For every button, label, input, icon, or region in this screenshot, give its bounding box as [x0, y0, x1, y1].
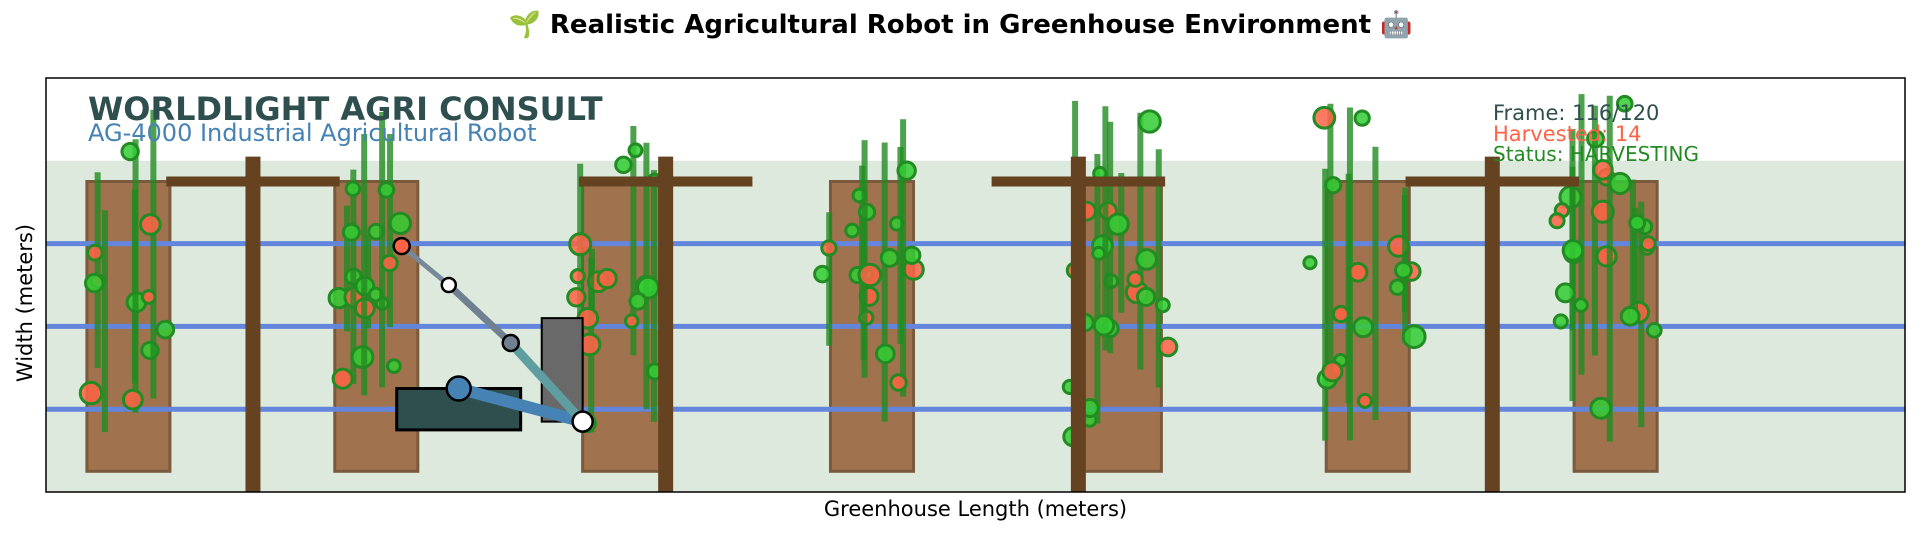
ripe-tomato: [569, 268, 586, 285]
plant-leaf: [83, 272, 105, 294]
plants-layer: [78, 94, 1663, 448]
plant-leaf: [341, 222, 361, 242]
robot-arm-segment: [452, 382, 589, 428]
ripe-tomato: [889, 373, 908, 392]
plant-leaf: [614, 155, 633, 175]
plant-leaf: [1393, 260, 1413, 280]
robot-arm-joint: [440, 276, 458, 294]
chart-title: 🌱 Realistic Agricultural Robot in Greenh…: [508, 10, 1413, 40]
robot-gripper: [392, 236, 411, 256]
plant-leaf: [155, 319, 176, 340]
ripe-tomato: [1331, 305, 1350, 324]
plant-leaf: [1615, 94, 1634, 113]
robot-arm-segment: [506, 338, 588, 427]
plant-leaf: [879, 247, 900, 268]
ripe-tomato: [623, 313, 640, 329]
plant-leaf: [344, 180, 362, 198]
annotations-layer: WORLDLIGHT AGRI CONSULT AG-4000 Industri…: [88, 90, 1699, 166]
ripe-tomato: [857, 262, 883, 288]
plant-leaf: [1353, 109, 1371, 127]
plant-leaf: [1388, 278, 1407, 296]
plant-leaf: [1092, 314, 1116, 337]
ripe-tomato: [820, 239, 838, 257]
ripe-tomato: [1157, 336, 1179, 358]
ripe-tomato: [1639, 235, 1657, 253]
status-text: Status: HARVESTING: [1493, 142, 1699, 166]
support-structure-layer: [166, 156, 1580, 492]
ripe-tomato: [1312, 105, 1337, 130]
ripe-tomato: [568, 232, 593, 257]
plant-leaf: [388, 211, 413, 236]
plant-leaf: [896, 160, 917, 181]
ripe-tomato: [1595, 245, 1618, 268]
plant-leaf: [1135, 248, 1158, 271]
plant-leaf: [1608, 171, 1632, 196]
robot-arm-joint: [501, 333, 520, 353]
ripe-tomato: [566, 287, 587, 308]
ripe-tomato: [1592, 159, 1614, 181]
ripe-tomato: [596, 267, 618, 290]
plant-leaf: [1154, 297, 1171, 314]
ripe-tomato: [1548, 212, 1566, 230]
ripe-tomato: [139, 213, 162, 236]
plant-leaf: [120, 141, 140, 162]
plant-leaf: [1352, 316, 1375, 339]
plant-leaf: [1302, 255, 1318, 271]
plant-leaf: [1324, 176, 1343, 195]
robot-model: AG-4000 Industrial Agricultural Robot: [88, 119, 537, 147]
robot-arm-joint: [571, 410, 594, 433]
plant-leaf: [1401, 324, 1427, 350]
plant-leaf: [844, 222, 861, 239]
robot-arm-joint: [445, 375, 472, 402]
ripe-tomato: [1321, 360, 1344, 383]
ripe-tomato: [331, 367, 354, 390]
x-axis-label: Greenhouse Length (meters): [823, 497, 1128, 521]
robot-layer: [392, 236, 594, 433]
plant-leaf: [813, 264, 832, 284]
frame-counter: Frame: 116/120: [1493, 101, 1659, 125]
plant-leaf: [1561, 239, 1585, 262]
plant-leaf: [1091, 245, 1107, 261]
robot-arm-segment: [445, 281, 515, 347]
plant-leaf: [1554, 282, 1576, 304]
plant-leaf: [386, 358, 402, 375]
robot-mast: [540, 317, 584, 423]
plant-leaf: [1645, 321, 1663, 339]
plant-leaf: [1589, 396, 1613, 420]
ripe-tomato: [1347, 261, 1369, 283]
robot-arm-segment: [399, 243, 452, 288]
ripe-tomato: [78, 380, 104, 406]
company-name: WORLDLIGHT AGRI CONSULT: [88, 90, 603, 128]
plant-leaf: [1619, 305, 1641, 327]
plant-leaf: [1628, 213, 1647, 232]
ripe-tomato: [121, 388, 144, 411]
plant-leaf: [1573, 297, 1589, 313]
plant-leaf: [377, 181, 396, 199]
harvested-counter: Harvested: 14: [1493, 122, 1642, 146]
plant-leaf: [1135, 286, 1157, 307]
plant-leaf: [1137, 109, 1162, 134]
plant-leaf: [627, 142, 644, 159]
ripe-tomato: [85, 243, 104, 262]
ripe-tomato: [1356, 392, 1373, 409]
plant-leaf: [1552, 313, 1569, 330]
plant-leaf: [874, 343, 896, 365]
plant-leaf: [1106, 212, 1130, 236]
ripe-tomato: [380, 253, 399, 273]
ripe-tomato: [140, 289, 157, 305]
ripe-tomato: [1126, 270, 1144, 288]
axes-frame: [45, 77, 1906, 493]
plant-leaf: [628, 291, 648, 311]
